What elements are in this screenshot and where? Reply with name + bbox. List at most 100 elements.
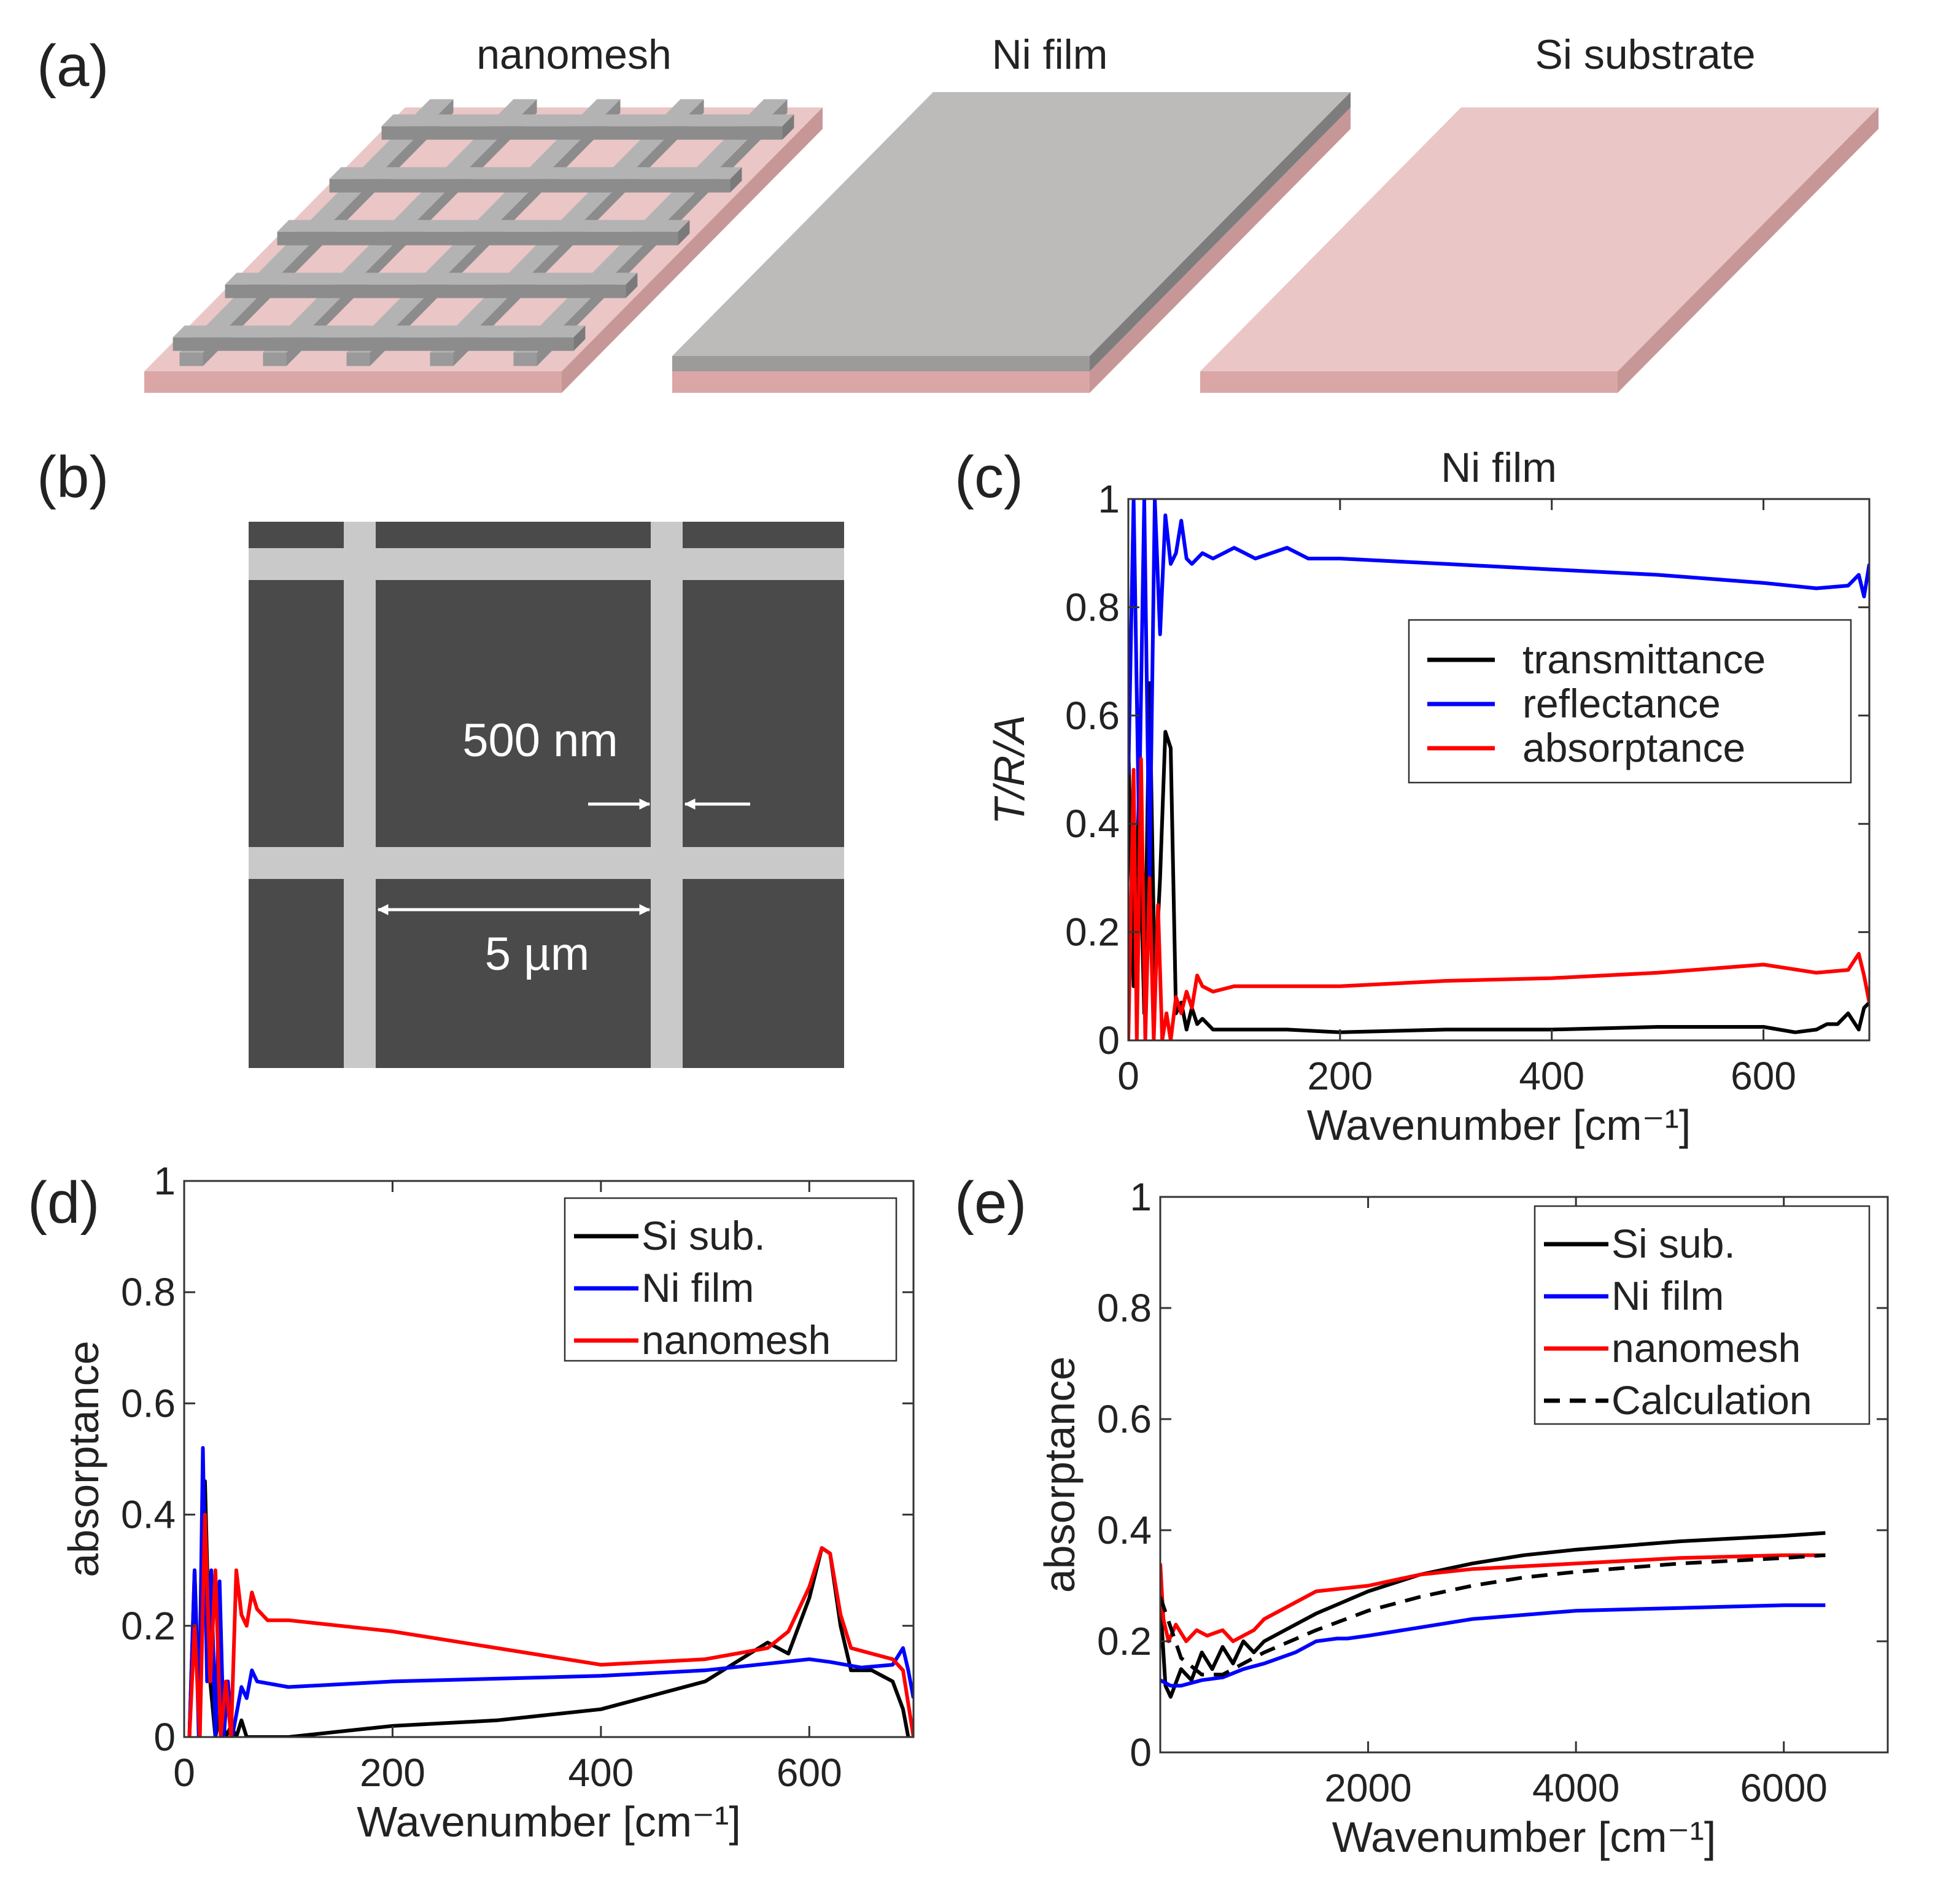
x-tick-label: 400 — [1519, 1054, 1584, 1098]
x-tick-label: 600 — [1731, 1054, 1796, 1098]
panel-c: (c) 0 200 400 600 0 0.2 0.4 0.6 0.8 1 Wavenumber [… — [955, 444, 1871, 1149]
plot-area — [1160, 1531, 1826, 1699]
si-substrate-front — [1200, 371, 1618, 393]
si-substrate-side — [1618, 107, 1879, 393]
sem-horizontal-line-middle — [249, 847, 844, 879]
sem-vertical-line-left — [344, 522, 376, 1068]
mesh-bar-horizontal-front — [173, 337, 574, 351]
mesh-bar-horizontal — [173, 325, 586, 338]
panel-c-label: (c) — [955, 444, 1023, 510]
y-tick-label: 1 — [153, 1159, 176, 1203]
ni-film-title: Ni film — [992, 31, 1108, 78]
ni-film-slab — [672, 92, 1351, 393]
panel-d-label: (d) — [28, 1170, 99, 1236]
sem-horizontal-line-top — [249, 548, 844, 580]
legend-entry: Si sub. — [1611, 1221, 1735, 1266]
chart-title: Ni film — [1441, 444, 1557, 491]
mesh-bar-horizontal-end — [626, 273, 638, 298]
series-line-calculation — [1160, 1553, 1826, 1677]
linewidth-annotation: 500 nm — [462, 714, 618, 767]
mesh-bar-horizontal-end — [573, 325, 586, 351]
series-line-reflectance — [1128, 499, 1869, 880]
x-tick-label: 400 — [568, 1751, 634, 1795]
y-tick-label: 0.2 — [1065, 910, 1120, 954]
legend-entry: transmittance — [1522, 637, 1766, 682]
pitch-annotation: 5 µm — [485, 928, 589, 980]
x-tick-label: 6000 — [1740, 1766, 1828, 1810]
y-axis-label: absorptance — [1036, 1356, 1084, 1593]
series-line-ni-film — [1160, 1603, 1826, 1688]
plot-area — [1128, 499, 1869, 1040]
mesh-bar-horizontal — [225, 273, 638, 285]
panel-b-label: (b) — [37, 444, 109, 510]
mesh-bar-horizontal-front — [225, 284, 626, 298]
mesh-bar-horizontal-end — [782, 114, 794, 140]
x-tick-label: 2000 — [1324, 1766, 1411, 1810]
ni-film-substrate-front — [672, 371, 1090, 393]
mesh-bar-diagonal-front — [179, 352, 203, 366]
legend-box — [564, 1197, 898, 1362]
y-tick-label: 0.8 — [1065, 585, 1120, 629]
legend: Si sub. Ni film nanomesh Calculation — [1534, 1205, 1871, 1425]
mesh-bar-horizontal — [329, 167, 742, 179]
mesh-bar-horizontal — [381, 114, 794, 126]
ni-film-front — [672, 356, 1090, 371]
legend-entry: absorptance — [1522, 725, 1745, 770]
x-tick-label: 200 — [360, 1751, 425, 1795]
y-tick-label: 0.6 — [121, 1381, 176, 1425]
y-tick-label: 0.6 — [1097, 1397, 1152, 1441]
x-axis-label: Wavenumber [cm⁻¹] — [357, 1798, 741, 1846]
mesh-bar-horizontal — [277, 220, 690, 232]
legend-entry: Ni film — [1611, 1273, 1724, 1318]
y-tick-label: 0 — [153, 1715, 176, 1759]
legend: Si sub. Ni film nanomesh — [564, 1197, 898, 1363]
nanomesh-grid — [173, 99, 794, 366]
panel-a: (a) nanomesh Ni film Si substrate — [37, 31, 1879, 393]
y-tick-label: 0.8 — [1097, 1286, 1152, 1330]
y-tick-label: 0 — [1098, 1018, 1120, 1062]
x-tick-label: 4000 — [1532, 1766, 1619, 1810]
panel-e: (e) 2000 4000 6000 0 0.2 0.4 0.6 0.8 1 Wavenumber… — [955, 1170, 1889, 1861]
legend-entry: nanomesh — [1611, 1325, 1801, 1371]
mesh-bar-horizontal-end — [678, 220, 690, 246]
ni-film-top — [672, 92, 1351, 356]
y-tick-label: 1 — [1098, 477, 1120, 521]
axes-frame — [183, 1180, 915, 1738]
panel-a-label: (a) — [37, 33, 109, 99]
x-tick-label: 0 — [173, 1751, 195, 1795]
si-substrate-top — [1200, 107, 1879, 371]
mesh-bar-horizontal-front — [277, 231, 678, 246]
axes-frame — [1159, 1196, 1889, 1754]
series-line-nanomesh — [1160, 1553, 1826, 1643]
series-line-si-sub — [1160, 1531, 1826, 1699]
y-tick-label: 1 — [1130, 1175, 1152, 1219]
si-substrate-title: Si substrate — [1535, 31, 1755, 78]
y-axis-label: absorptance — [60, 1341, 107, 1577]
legend-entry: Si sub. — [642, 1213, 766, 1258]
legend-entry: nanomesh — [642, 1317, 831, 1363]
legend-entry: Ni film — [642, 1265, 754, 1310]
panel-e-label: (e) — [955, 1170, 1026, 1236]
mesh-bar-horizontal-front — [329, 179, 731, 193]
y-tick-label: 0.4 — [1097, 1508, 1152, 1552]
x-tick-label: 600 — [777, 1751, 842, 1795]
sem-background — [249, 522, 844, 1068]
nanomesh-substrate-side — [562, 107, 823, 393]
mesh-bar-diagonal-front — [513, 352, 537, 366]
legend-box — [1408, 619, 1852, 784]
x-tick-label: 200 — [1307, 1054, 1373, 1098]
plot-area — [187, 1445, 913, 1737]
x-tick-label: 0 — [1117, 1054, 1139, 1098]
legend-entry: Calculation — [1611, 1377, 1812, 1423]
nanomesh-slab — [144, 99, 823, 393]
series-line-nanomesh — [187, 1512, 913, 1737]
mesh-bar-diagonal-front — [346, 352, 370, 366]
mesh-bar-horizontal-front — [381, 126, 783, 140]
panel-d: (d) 0 200 400 600 0 0.2 0.4 0.6 0.8 1 Wavenumber [… — [28, 1159, 915, 1846]
ni-film-substrate-side — [1090, 107, 1351, 393]
nanomesh-substrate-front — [144, 371, 562, 393]
sem-image — [249, 522, 844, 1068]
chart-d: 0 200 400 600 0 0.2 0.4 0.6 0.8 1 Wavenumber [cm⁻¹… — [60, 1159, 915, 1846]
panel-b: (b) 500 nm 5 µm — [37, 444, 844, 1068]
